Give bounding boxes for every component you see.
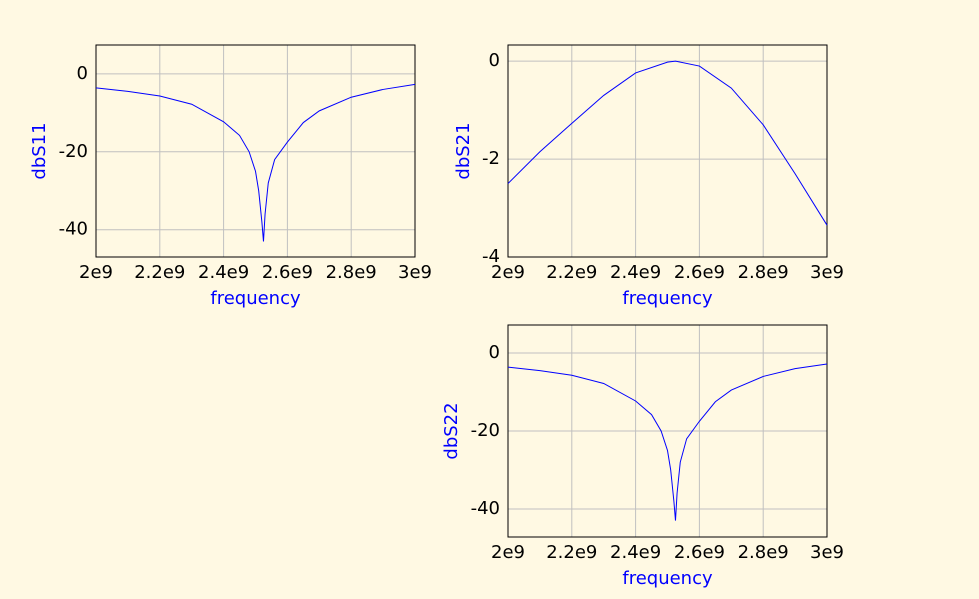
y-tick-label: 0 [77, 63, 88, 84]
x-tick-label: 2e9 [491, 542, 525, 563]
plot-frame [507, 44, 828, 258]
plot: 2e9 2.2e9 2.4e9 2.6e9 2.8e9 3e9 0 -20 -40 frequen… [441, 324, 844, 589]
x-tick-label: 2.8e9 [738, 542, 789, 563]
x-tick-label: 3e9 [810, 262, 844, 283]
x-tick-label: 2.4e9 [198, 262, 249, 283]
y-tick-label: -4 [482, 246, 500, 267]
plot-frame [507, 324, 828, 538]
x-tick-label: 2.4e9 [610, 262, 661, 283]
y-tick-label: -40 [471, 498, 500, 519]
plot-area [96, 45, 415, 257]
x-tick-label: 2.2e9 [546, 542, 597, 563]
y-axis-label: dbS11 [29, 122, 50, 179]
y-tick-label: -40 [59, 219, 88, 240]
x-tick-label: 2.2e9 [546, 262, 597, 283]
x-tick-label: 2.6e9 [674, 542, 725, 563]
y-axis-label: dbS22 [441, 402, 462, 459]
y-tick-label: 0 [489, 342, 500, 363]
y-tick-label: -2 [482, 148, 500, 169]
plot-frame [95, 44, 416, 258]
data-line [507, 363, 828, 521]
x-axis-label: frequency [622, 568, 713, 589]
plot-area [508, 45, 827, 257]
x-tick-label: 2.2e9 [134, 262, 185, 283]
x-tick-label: 2.6e9 [262, 262, 313, 283]
x-tick-label: 2.4e9 [610, 542, 661, 563]
y-axis-label: dbS21 [453, 122, 474, 179]
data-line [95, 83, 416, 242]
plot: 2e9 2.2e9 2.4e9 2.6e9 2.8e9 3e9 0 -20 -40 frequen… [29, 44, 432, 309]
data-line [507, 60, 828, 226]
x-axis-label: frequency [622, 288, 713, 309]
x-tick-label: 2e9 [491, 262, 525, 283]
x-tick-label: 2.8e9 [738, 262, 789, 283]
x-axis-label: frequency [210, 288, 301, 309]
x-tick-label: 2.6e9 [674, 262, 725, 283]
plot: 2e9 2.2e9 2.4e9 2.6e9 2.8e9 3e9 0 -2 -4 frequency… [453, 44, 844, 309]
x-tick-label: 2e9 [79, 262, 113, 283]
x-tick-label: 2.8e9 [326, 262, 377, 283]
x-tick-label: 3e9 [398, 262, 432, 283]
y-tick-label: -20 [471, 420, 500, 441]
x-tick-label: 3e9 [810, 542, 844, 563]
y-tick-label: -20 [59, 141, 88, 162]
y-tick-label: 0 [489, 50, 500, 71]
